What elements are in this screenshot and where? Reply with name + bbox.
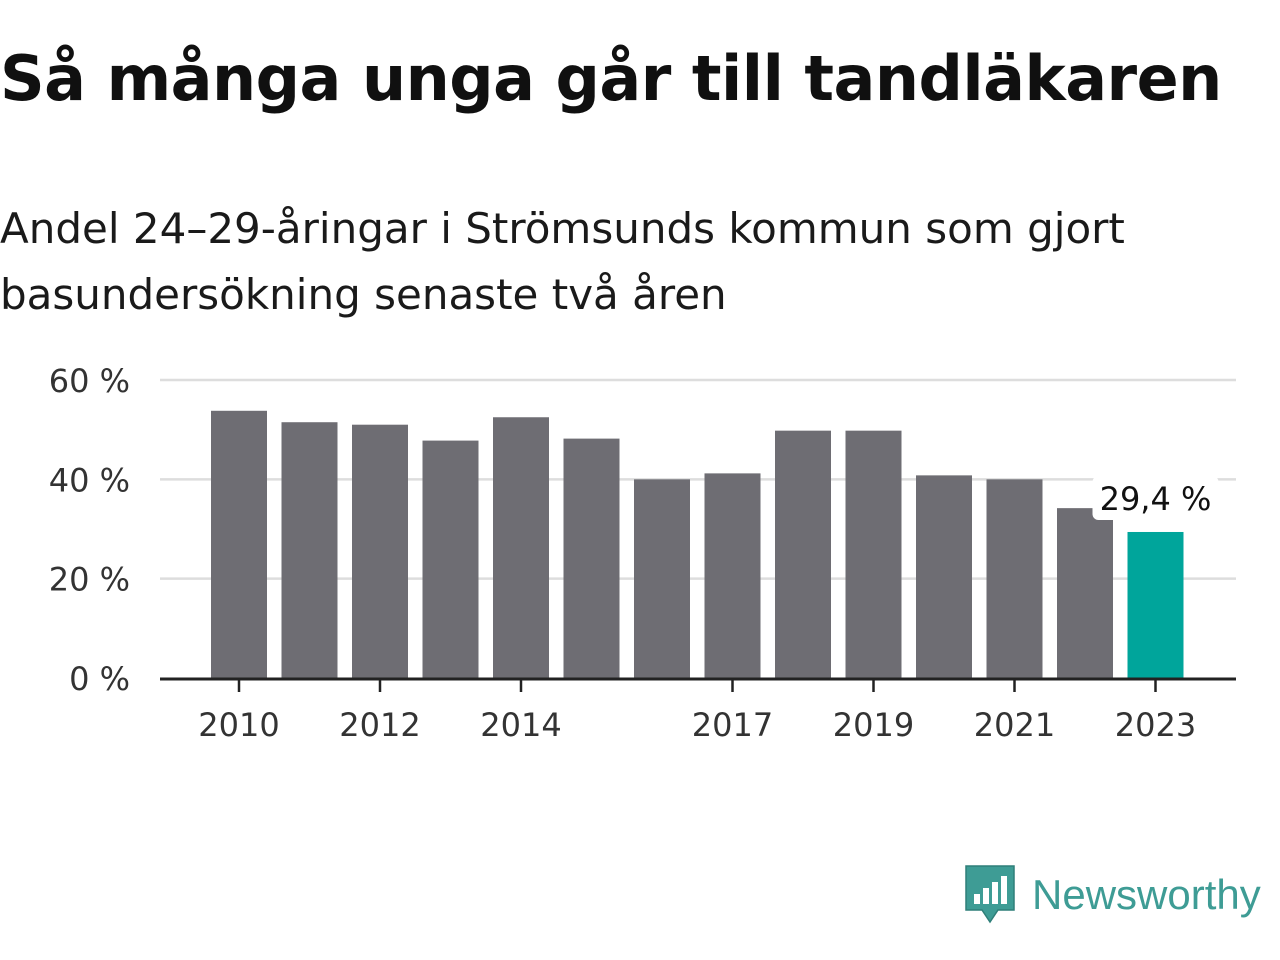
- bar-2011: [281, 422, 338, 678]
- chart-title: Så många unga går till tandläkaren: [0, 42, 1222, 115]
- y-tick-label: 60 %: [49, 362, 130, 400]
- bar-2013: [422, 440, 479, 678]
- bar-2012: [352, 424, 408, 678]
- data-label-background: [1092, 475, 1219, 520]
- x-tick-label: 2017: [692, 706, 773, 744]
- x-tick-label: 2023: [1115, 706, 1196, 744]
- bar-2015: [563, 438, 620, 678]
- x-tick-label: 2014: [480, 706, 561, 744]
- bar-2016: [634, 479, 690, 678]
- x-tick-label: 2021: [974, 706, 1055, 744]
- chart-subtitle: Andel 24–29-åringar i Strömsunds kommun …: [0, 204, 1125, 319]
- bar-2018: [775, 430, 831, 678]
- y-tick-label: 0 %: [69, 660, 130, 698]
- y-tick-label: 40 %: [49, 461, 130, 499]
- bar-2022: [1057, 508, 1113, 678]
- brand-name: Newsworthy: [1032, 871, 1261, 918]
- bar-2021: [986, 479, 1043, 678]
- bar-2010: [211, 410, 267, 678]
- x-tick-label: 2010: [198, 706, 279, 744]
- bar-2020: [916, 475, 972, 678]
- x-tick-label: 2012: [339, 706, 420, 744]
- bar-2014: [493, 417, 549, 678]
- y-tick-label: 20 %: [49, 561, 130, 599]
- bar-2023: [1127, 531, 1184, 678]
- brand-logo: Newsworthy: [964, 864, 1261, 926]
- bar-2019: [845, 430, 902, 678]
- bar-chart: 0 % 20 % 40 % 60 % 2010 2012 2014 2017 2019 2021 2…: [49, 362, 1236, 744]
- data-label-2023: 29,4 %: [1100, 480, 1212, 518]
- x-tick-label: 2019: [833, 706, 914, 744]
- newsworthy-logo-icon: [965, 865, 1015, 924]
- bar-2017: [704, 473, 761, 678]
